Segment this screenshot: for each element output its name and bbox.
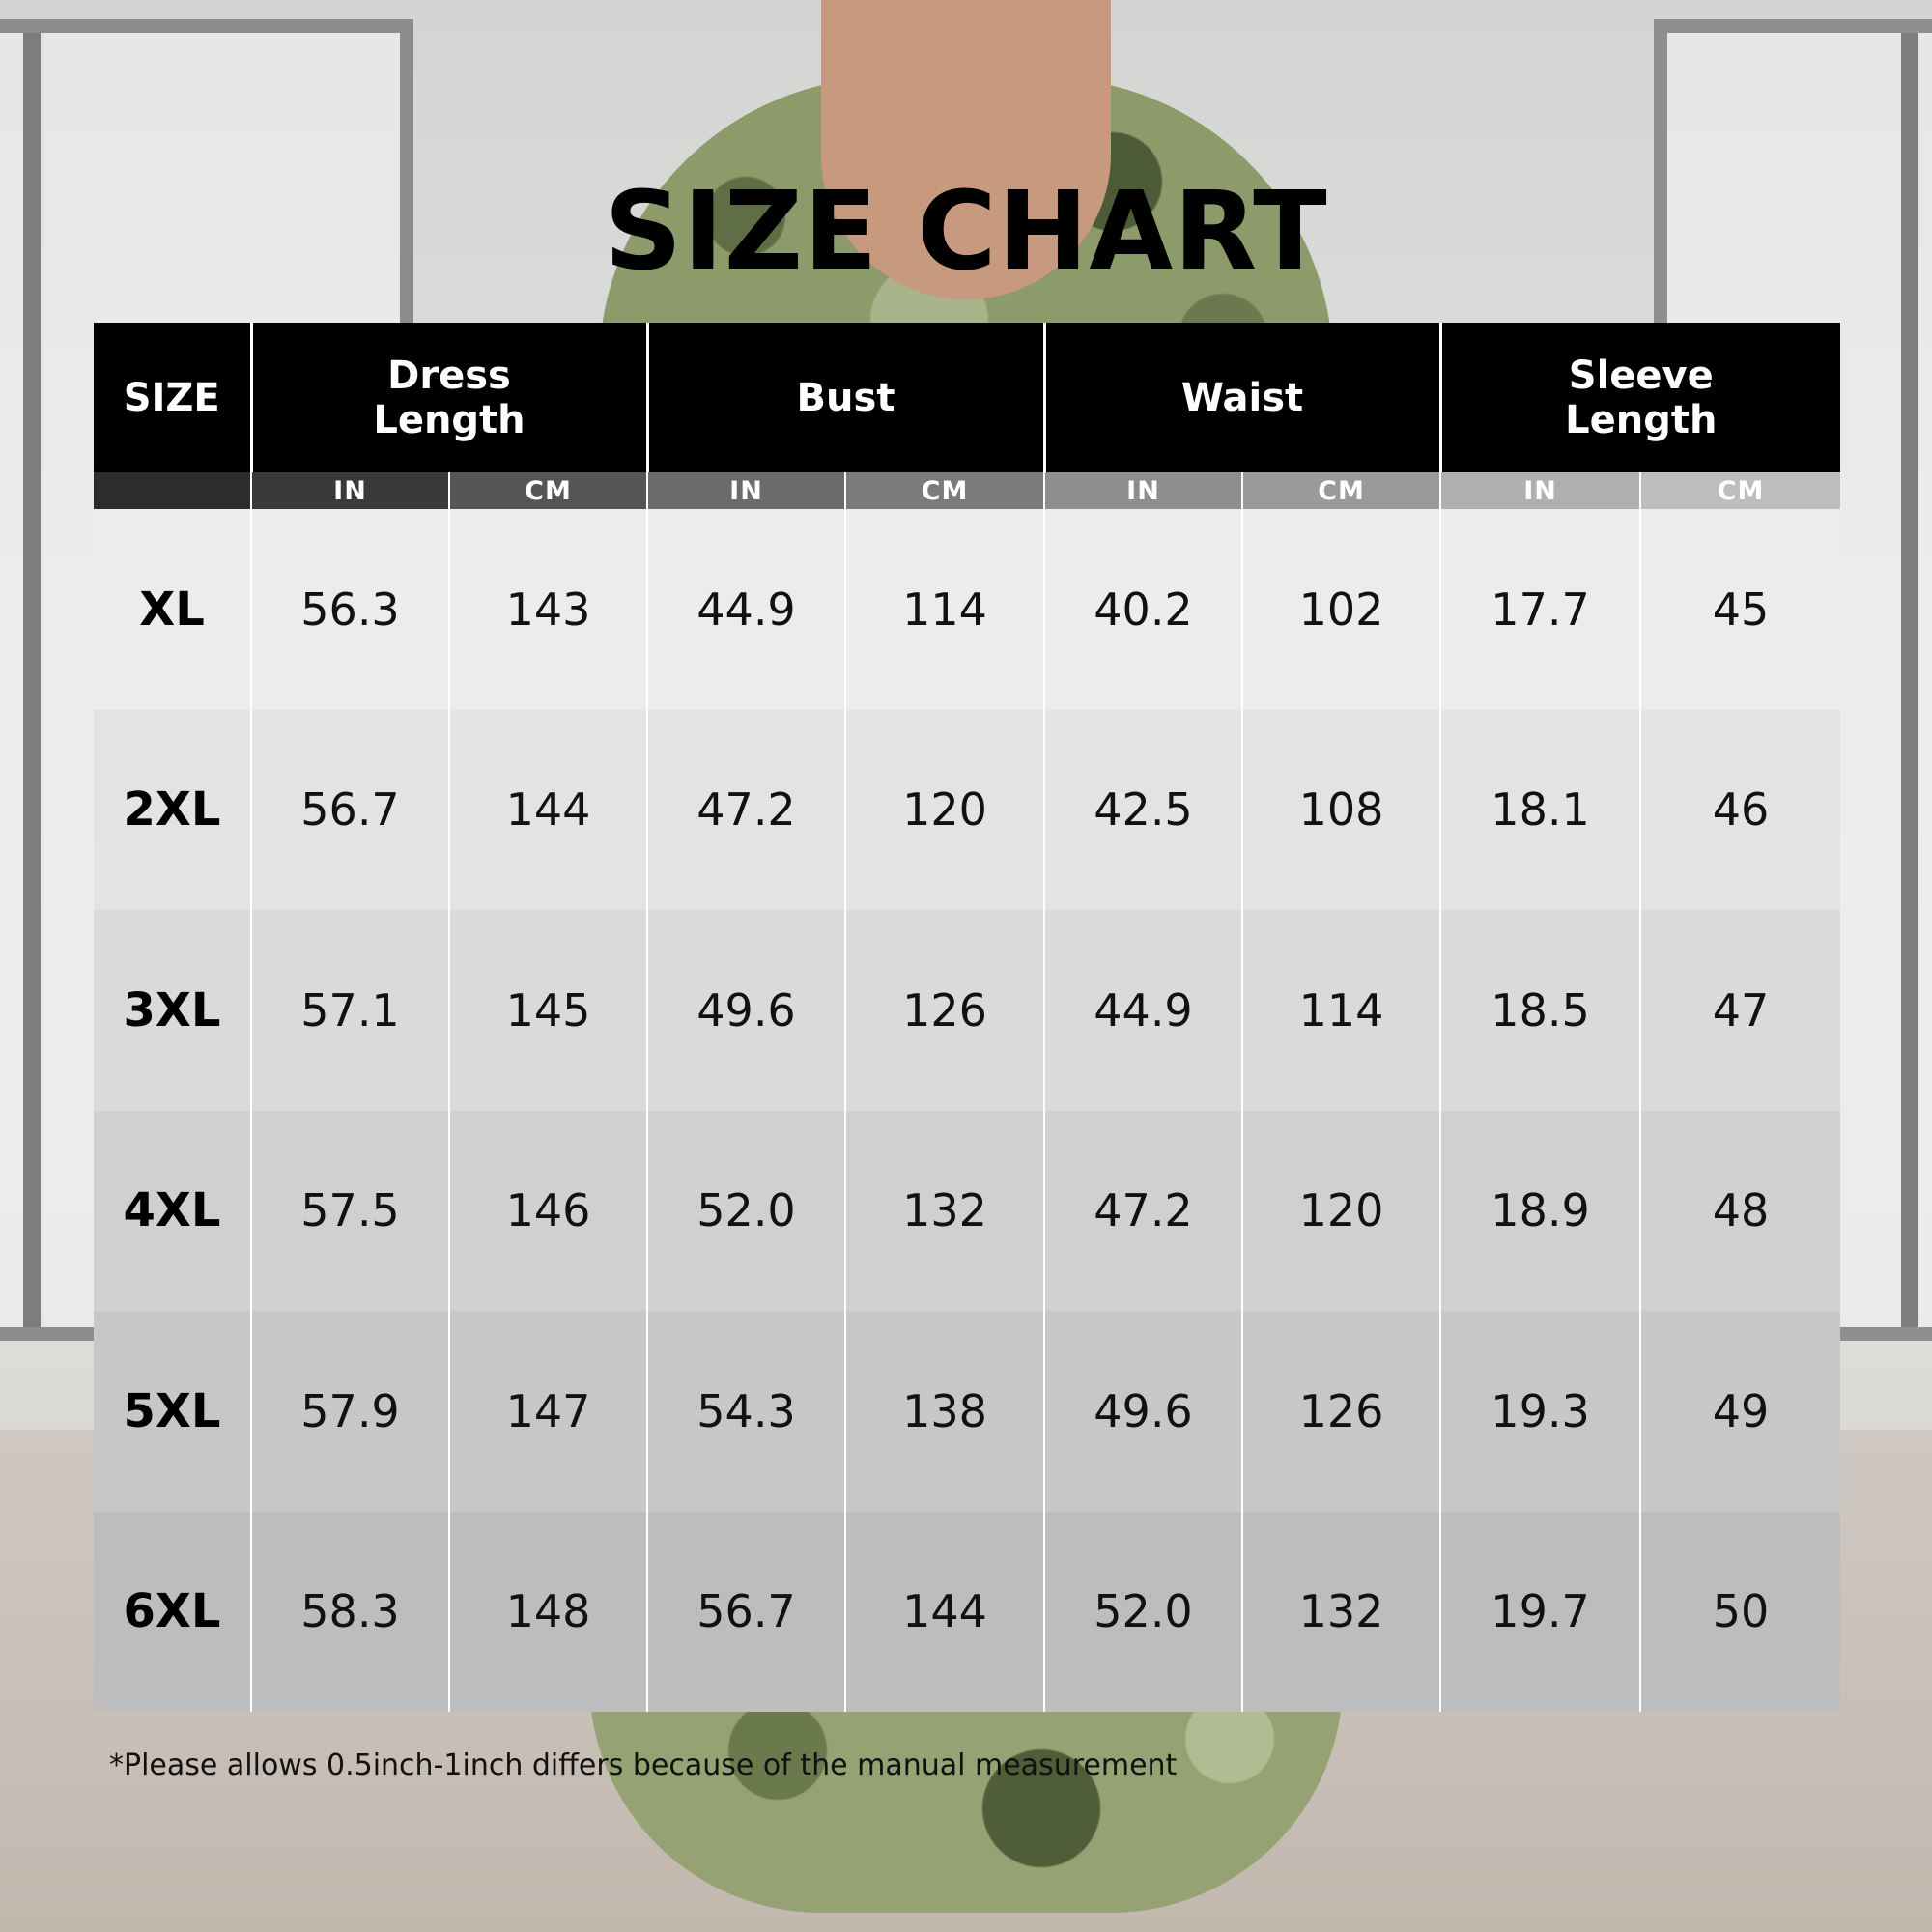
measurement-cell: 49: [1639, 1311, 1841, 1512]
measurement-cell: 49.6: [1043, 1311, 1242, 1512]
measurement-cell: 132: [1240, 1511, 1441, 1712]
unit-label: CM: [844, 472, 1044, 509]
measurement-cell: 57.5: [250, 1110, 449, 1311]
measurement-cell: 48: [1639, 1110, 1841, 1311]
measurement-cell: 44.9: [1043, 910, 1242, 1111]
unit-label: IN: [1439, 472, 1641, 509]
measurement-cell: 17.7: [1439, 509, 1641, 710]
unit-label: CM: [1639, 472, 1841, 509]
table-row: 3XL 57.1 145 49.6 126 44.9 114 18.5 47: [94, 910, 1841, 1111]
unit-blank: [94, 472, 251, 509]
measurement-cell: 47: [1639, 910, 1841, 1111]
measurement-cell: 143: [448, 509, 647, 710]
header-size: SIZE: [94, 323, 251, 472]
header-row: SIZE Dress Length Bust Waist Sleeve Leng…: [94, 323, 1841, 472]
measurement-cell: 18.5: [1439, 910, 1641, 1111]
measurement-cell: 44.9: [646, 509, 845, 710]
table-row: XL 56.3 143 44.9 114 40.2 102 17.7 45: [94, 509, 1841, 710]
measurement-cell: 54.3: [646, 1311, 845, 1512]
measurement-cell: 46: [1639, 709, 1841, 910]
measurement-cell: 132: [844, 1110, 1044, 1311]
measurement-cell: 144: [844, 1511, 1044, 1712]
measurement-cell: 138: [844, 1311, 1044, 1512]
measurement-cell: 49.6: [646, 910, 845, 1111]
measurement-cell: 146: [448, 1110, 647, 1311]
header-bust: Bust: [645, 323, 1044, 472]
measurement-cell: 56.7: [646, 1511, 845, 1712]
unit-label: IN: [1043, 472, 1242, 509]
chart-body: XL 56.3 143 44.9 114 40.2 102 17.7 45 2XL 56.7 144 4…: [94, 509, 1841, 1712]
header-dress-length: Dress Length: [249, 323, 647, 472]
model-neck: [821, 0, 1111, 299]
measurement-cell: 108: [1240, 709, 1441, 910]
size-chart-table: SIZE Dress Length Bust Waist Sleeve Leng…: [94, 323, 1841, 1712]
measurement-cell: 114: [844, 509, 1044, 710]
table-row: 2XL 56.7 144 47.2 120 42.5 108 18.1 46: [94, 709, 1841, 910]
measurement-cell: 120: [844, 709, 1044, 910]
measurement-note: *Please allows 0.5inch-1inch differs bec…: [109, 1748, 1178, 1782]
measurement-cell: 47.2: [646, 709, 845, 910]
measurement-cell: 19.3: [1439, 1311, 1641, 1512]
measurement-cell: 120: [1240, 1110, 1441, 1311]
size-cell: 2XL: [94, 709, 251, 910]
measurement-cell: 57.9: [250, 1311, 449, 1512]
measurement-cell: 144: [448, 709, 647, 910]
size-cell: 6XL: [94, 1511, 251, 1712]
measurement-cell: 126: [1240, 1311, 1441, 1512]
unit-label: CM: [448, 472, 647, 509]
size-cell: 4XL: [94, 1110, 251, 1311]
measurement-cell: 147: [448, 1311, 647, 1512]
size-cell: XL: [94, 509, 251, 710]
size-cell: 3XL: [94, 910, 251, 1111]
measurement-cell: 19.7: [1439, 1511, 1641, 1712]
measurement-cell: 52.0: [646, 1110, 845, 1311]
measurement-cell: 56.7: [250, 709, 449, 910]
measurement-cell: 126: [844, 910, 1044, 1111]
measurement-cell: 145: [448, 910, 647, 1111]
header-waist: Waist: [1042, 323, 1441, 472]
measurement-cell: 148: [448, 1511, 647, 1712]
measurement-cell: 52.0: [1043, 1511, 1242, 1712]
measurement-cell: 42.5: [1043, 709, 1242, 910]
measurement-cell: 57.1: [250, 910, 449, 1111]
header-sleeve-length: Sleeve Length: [1438, 323, 1841, 472]
measurement-cell: 18.1: [1439, 709, 1641, 910]
unit-row: IN CM IN CM IN CM IN CM: [94, 472, 1841, 509]
table-row: 5XL 57.9 147 54.3 138 49.6 126 19.3 49: [94, 1311, 1841, 1512]
page-title: SIZE CHART: [604, 169, 1328, 295]
unit-label: CM: [1240, 472, 1441, 509]
table-row: 6XL 58.3 148 56.7 144 52.0 132 19.7 50: [94, 1511, 1841, 1712]
measurement-cell: 102: [1240, 509, 1441, 710]
measurement-cell: 47.2: [1043, 1110, 1242, 1311]
model-dress-hem: [589, 1681, 1343, 1913]
unit-label: IN: [646, 472, 845, 509]
measurement-cell: 50: [1639, 1511, 1841, 1712]
measurement-cell: 58.3: [250, 1511, 449, 1712]
measurement-cell: 56.3: [250, 509, 449, 710]
measurement-cell: 18.9: [1439, 1110, 1641, 1311]
size-cell: 5XL: [94, 1311, 251, 1512]
table-row: 4XL 57.5 146 52.0 132 47.2 120 18.9 48: [94, 1110, 1841, 1311]
measurement-cell: 45: [1639, 509, 1841, 710]
measurement-cell: 114: [1240, 910, 1441, 1111]
unit-label: IN: [250, 472, 449, 509]
measurement-cell: 40.2: [1043, 509, 1242, 710]
